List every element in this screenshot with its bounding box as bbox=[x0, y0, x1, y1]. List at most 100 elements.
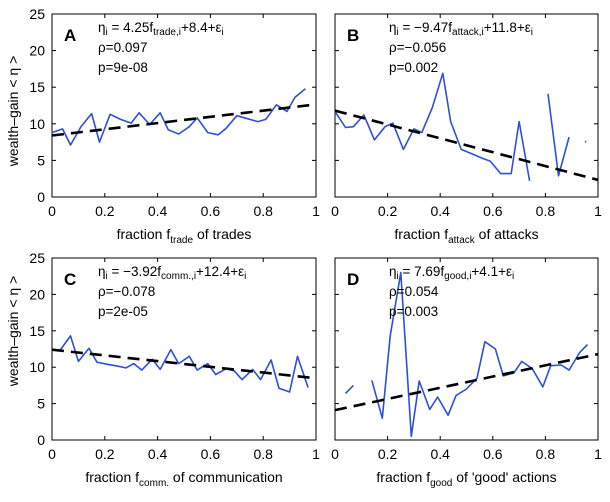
equation-lhs-sub: i bbox=[106, 271, 108, 282]
x-axis-label: fraction fcomm. of communication bbox=[85, 469, 282, 489]
x-axis-label: fraction ftrade of trades bbox=[117, 226, 252, 246]
x-axis-label-prefix: fraction f bbox=[117, 226, 171, 242]
x-axis-label-prefix: fraction f bbox=[376, 469, 430, 485]
fit-equation: ηi = 4.25ftrade,i+8.4+εi bbox=[98, 20, 224, 38]
x-axis-label-prefix: fraction f bbox=[85, 469, 139, 485]
x-tick-label: 0.4 bbox=[430, 446, 450, 462]
series-line-segment-0 bbox=[334, 72, 531, 182]
x-tick-label: 0.2 bbox=[95, 203, 115, 219]
y-tick-label: 20 bbox=[29, 43, 45, 59]
equation-intercept: +8.4+ε bbox=[181, 20, 222, 35]
x-tick-label: 0.2 bbox=[378, 446, 398, 462]
equation-intercept: +11.8+ε bbox=[484, 20, 531, 35]
x-tick-label: 0.4 bbox=[430, 203, 450, 219]
rho-value: ρ=−0.056 bbox=[389, 40, 446, 55]
x-tick-label: 0.6 bbox=[483, 203, 503, 219]
rho-value: ρ=0.054 bbox=[389, 284, 439, 299]
equation-lhs: η bbox=[98, 264, 106, 279]
x-tick-label: 0.8 bbox=[253, 203, 273, 219]
equation-lhs: η bbox=[389, 264, 397, 279]
plot-frame bbox=[334, 13, 599, 198]
y-axis-label-top: wealth–gain < η > bbox=[5, 56, 21, 168]
p-value: p=2e-05 bbox=[98, 304, 148, 319]
equation-var-sub: attack,i bbox=[452, 27, 484, 38]
plot-frame bbox=[334, 257, 599, 441]
equation-slope: = 4.25f bbox=[108, 20, 154, 35]
x-axis-label-suffix: of communication bbox=[169, 469, 283, 485]
equation-err-sub: i bbox=[222, 27, 224, 38]
equation-slope: = −3.92f bbox=[108, 264, 162, 279]
y-tick-label: 10 bbox=[29, 359, 45, 375]
x-axis-label-suffix: of trades bbox=[193, 226, 251, 242]
equation-intercept: +4.1+ε bbox=[471, 264, 512, 279]
equation-lhs-sub: i bbox=[106, 27, 108, 38]
x-axis-label: fraction fattack of attacks bbox=[394, 226, 538, 246]
x-axis-label-suffix: of attacks bbox=[475, 226, 539, 242]
x-tick-label: 0.6 bbox=[483, 446, 503, 462]
y-tick-label: 15 bbox=[29, 79, 45, 95]
x-axis-label-sub: attack bbox=[448, 235, 476, 246]
p-value: p=9e-08 bbox=[98, 60, 148, 75]
x-tick-label: 0 bbox=[48, 203, 56, 219]
y-tick-label: 0 bbox=[37, 432, 45, 448]
x-tick-label: 0.2 bbox=[95, 446, 115, 462]
x-tick-label: 0 bbox=[48, 446, 56, 462]
x-axis-label-sub: good bbox=[430, 478, 452, 489]
p-value: p=0.003 bbox=[389, 304, 438, 319]
equation-lhs-sub: i bbox=[397, 271, 399, 282]
equation-intercept: +12.4+ε bbox=[196, 264, 244, 279]
rho-value: ρ=−0.078 bbox=[98, 284, 155, 299]
panel-letter: D bbox=[347, 270, 359, 289]
x-axis-label-sub: comm. bbox=[139, 478, 169, 489]
equation-slope: = −9.47f bbox=[399, 20, 453, 35]
series-line-segment-1 bbox=[547, 93, 570, 177]
x-tick-label: 0.8 bbox=[536, 446, 556, 462]
panel-letter: C bbox=[64, 270, 76, 289]
series-line-segment-0 bbox=[51, 88, 306, 146]
equation-err-sub: i bbox=[531, 27, 533, 38]
series-line-segment-1 bbox=[371, 271, 589, 438]
equation-lhs: η bbox=[98, 20, 106, 35]
p-value: p=0.002 bbox=[389, 60, 438, 75]
equation-var-sub: good,i bbox=[444, 271, 471, 282]
x-axis-label-sub: trade bbox=[170, 235, 193, 246]
x-tick-label: 1 bbox=[312, 446, 320, 462]
plot-frame bbox=[51, 257, 317, 441]
x-tick-label: 0.8 bbox=[253, 446, 273, 462]
rho-value: ρ=0.097 bbox=[98, 40, 147, 55]
x-tick-label: 0.4 bbox=[148, 203, 168, 219]
equation-var-sub: comm.,i bbox=[161, 271, 196, 282]
y-axis-label-bottom: wealth–gain < η > bbox=[5, 276, 21, 388]
plot-frame bbox=[51, 13, 317, 198]
equation-slope: = 7.69f bbox=[399, 264, 445, 279]
x-tick-label: 1 bbox=[312, 203, 320, 219]
panel-letter: A bbox=[64, 26, 76, 45]
x-axis-label: fraction fgood of 'good' actions bbox=[376, 469, 556, 489]
fit-line bbox=[334, 109, 599, 182]
equation-var-sub: trade,i bbox=[153, 27, 181, 38]
equation-err-sub: i bbox=[512, 271, 514, 282]
x-tick-label: 0.6 bbox=[201, 203, 221, 219]
equation-err-sub: i bbox=[244, 271, 246, 282]
equation-lhs: η bbox=[389, 20, 397, 35]
fit-equation: ηi = 7.69fgood,i+4.1+εi bbox=[389, 264, 514, 282]
panel-letter: B bbox=[347, 26, 359, 45]
x-axis-label-prefix: fraction f bbox=[394, 226, 448, 242]
x-tick-label: 0.2 bbox=[378, 203, 398, 219]
y-tick-label: 20 bbox=[29, 286, 45, 302]
panel-d: 0 0.2 0.4 0.6 0.8 1D ηi = 7.69fgood,i+4.1+εiρ=… bbox=[331, 257, 602, 489]
equation-lhs-sub: i bbox=[397, 27, 399, 38]
y-tick-label: 0 bbox=[37, 189, 45, 205]
panel-b: 0 0.2 0.4 0.6 0.8 1B ηi = −9.47fattack,i+11.8+… bbox=[331, 13, 602, 246]
x-tick-label: 0.6 bbox=[201, 446, 221, 462]
x-tick-label: 0 bbox=[331, 203, 339, 219]
x-tick-label: 0.4 bbox=[148, 446, 168, 462]
fit-equation: ηi = −9.47fattack,i+11.8+εi bbox=[389, 20, 533, 38]
y-tick-label: 5 bbox=[37, 396, 45, 412]
series-line-segment-2 bbox=[584, 140, 587, 143]
y-tick-label: 15 bbox=[29, 323, 45, 339]
